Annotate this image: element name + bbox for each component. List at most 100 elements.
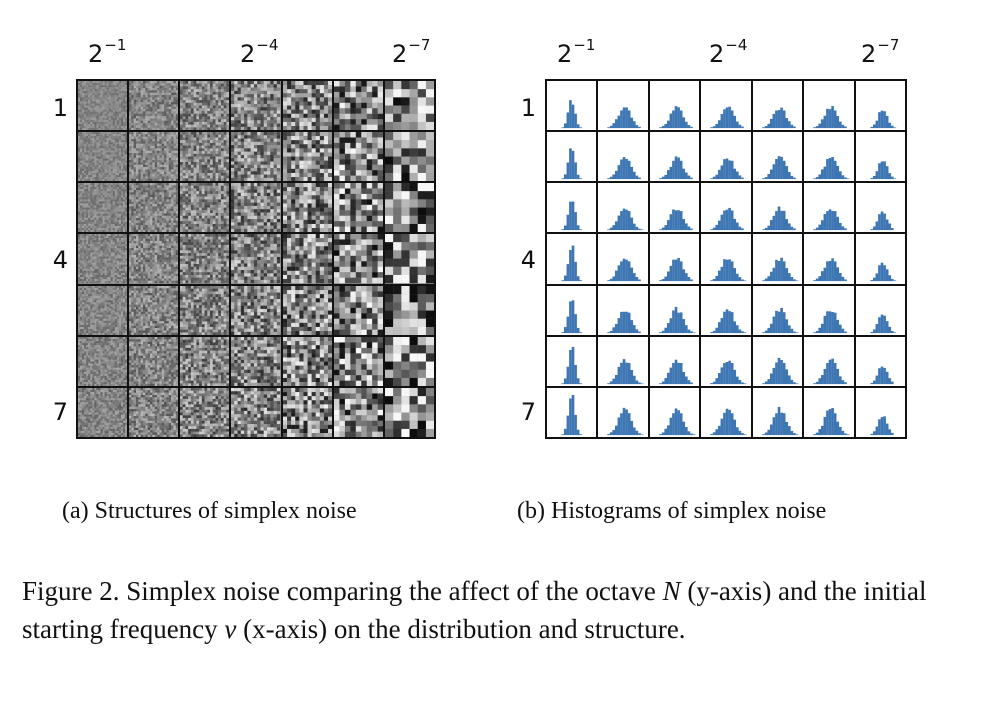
panel-a-x-tick-1: 2−1 <box>88 36 127 68</box>
histogram-thumbnail <box>701 336 751 386</box>
histogram-thumbnail <box>649 336 700 386</box>
panel-b-y-tick-7: 7 <box>520 398 536 426</box>
noise-thumbnail <box>384 387 434 437</box>
caption-suffix: (x-axis) on the distribution and structu… <box>236 614 686 644</box>
histogram-thumbnail <box>547 132 597 182</box>
histogram-thumbnail <box>804 387 854 437</box>
noise-thumbnail <box>282 183 332 233</box>
noise-thumbnail <box>333 285 383 335</box>
noise-thumbnail <box>180 285 230 335</box>
histogram-thumbnail <box>855 132 905 182</box>
noise-thumbnail <box>78 234 128 284</box>
histogram-thumbnail <box>598 81 648 131</box>
noise-thumbnail <box>78 132 128 182</box>
panel-a-y-tick-4: 4 <box>52 246 68 274</box>
histogram-thumbnail <box>547 387 597 437</box>
noise-thumbnail <box>180 234 230 284</box>
noise-thumbnail <box>231 183 281 233</box>
histogram-thumbnail <box>752 285 803 335</box>
noise-thumbnail <box>384 132 434 182</box>
histogram-thumbnail <box>649 234 700 284</box>
noise-thumbnail <box>333 183 383 233</box>
noise-thumbnail <box>231 234 281 284</box>
histogram-thumbnail <box>855 183 905 233</box>
histogram-thumbnail <box>547 183 597 233</box>
noise-thumbnail <box>231 285 281 335</box>
histogram-thumbnail <box>547 285 597 335</box>
histogram-thumbnail <box>598 183 648 233</box>
histogram-thumbnail <box>598 285 648 335</box>
histogram-thumbnail <box>649 183 700 233</box>
histogram-thumbnail <box>649 81 700 131</box>
noise-thumbnail <box>384 183 434 233</box>
noise-thumbnail <box>180 81 230 131</box>
figure-caption: Figure 2. Simplex noise comparing the af… <box>22 572 962 648</box>
histogram-thumbnail <box>649 387 700 437</box>
histogram-thumbnail <box>701 183 751 233</box>
noise-thumbnail <box>333 81 383 131</box>
histogram-thumbnail <box>701 132 751 182</box>
noise-thumbnail <box>384 81 434 131</box>
histogram-thumbnail <box>855 234 905 284</box>
histogram-thumbnail <box>752 81 803 131</box>
histogram-thumbnail <box>752 387 803 437</box>
noise-thumbnail <box>78 387 128 437</box>
panel-b-x-tick-1: 2−1 <box>557 36 596 68</box>
noise-thumbnail <box>333 132 383 182</box>
histogram-thumbnail <box>649 132 700 182</box>
histogram-thumbnail <box>598 387 648 437</box>
histogram-thumbnail <box>547 234 597 284</box>
histogram-thumbnail <box>804 285 854 335</box>
histogram-thumbnail <box>804 183 854 233</box>
noise-thumbnail <box>384 234 434 284</box>
panel-b-y-tick-1: 1 <box>520 94 536 122</box>
noise-thumbnail <box>129 285 179 335</box>
noise-thumbnail <box>231 81 281 131</box>
noise-thumbnail <box>333 234 383 284</box>
noise-thumbnail <box>78 183 128 233</box>
histogram-thumbnail <box>701 81 751 131</box>
histogram-thumbnail <box>804 234 854 284</box>
caption-frequency-symbol: ν <box>224 614 237 644</box>
noise-thumbnail <box>231 387 281 437</box>
histogram-thumbnail <box>804 81 854 131</box>
histogram-thumbnail <box>701 285 751 335</box>
histogram-thumbnail <box>752 234 803 284</box>
noise-thumbnail <box>282 132 332 182</box>
histogram-thumbnail <box>752 132 803 182</box>
noise-thumbnail <box>129 336 179 386</box>
noise-thumbnail <box>78 336 128 386</box>
panel-b-x-tick-7: 2−7 <box>861 36 900 68</box>
panel-b-x-tick-4: 2−4 <box>709 36 748 68</box>
caption-prefix: Figure 2. Simplex noise comparing the af… <box>22 576 663 606</box>
panel-a-caption: (a) Structures of simplex noise <box>62 498 357 524</box>
noise-thumbnail <box>180 336 230 386</box>
noise-thumbnail <box>282 81 332 131</box>
noise-thumbnail <box>384 285 434 335</box>
histogram-thumbnail <box>752 336 803 386</box>
noise-thumbnail <box>129 387 179 437</box>
noise-thumbnail <box>129 132 179 182</box>
noise-thumbnail <box>384 336 434 386</box>
noise-thumbnail <box>129 234 179 284</box>
noise-structure-grid <box>76 79 436 439</box>
noise-thumbnail <box>129 81 179 131</box>
noise-thumbnail <box>129 183 179 233</box>
panel-a-y-tick-7: 7 <box>52 398 68 426</box>
histogram-thumbnail <box>752 183 803 233</box>
noise-thumbnail <box>180 183 230 233</box>
histogram-thumbnail <box>598 132 648 182</box>
noise-thumbnail <box>282 336 332 386</box>
panel-a-y-tick-1: 1 <box>52 94 68 122</box>
noise-thumbnail <box>78 285 128 335</box>
histogram-thumbnail <box>804 132 854 182</box>
noise-thumbnail <box>78 81 128 131</box>
noise-thumbnail <box>282 234 332 284</box>
noise-thumbnail <box>333 387 383 437</box>
histogram-thumbnail <box>701 234 751 284</box>
noise-histogram-grid <box>545 79 907 439</box>
histogram-thumbnail <box>598 336 648 386</box>
histogram-thumbnail <box>804 336 854 386</box>
caption-middle: (y-axis) and the initial starting freque… <box>22 576 927 644</box>
noise-thumbnail <box>180 387 230 437</box>
